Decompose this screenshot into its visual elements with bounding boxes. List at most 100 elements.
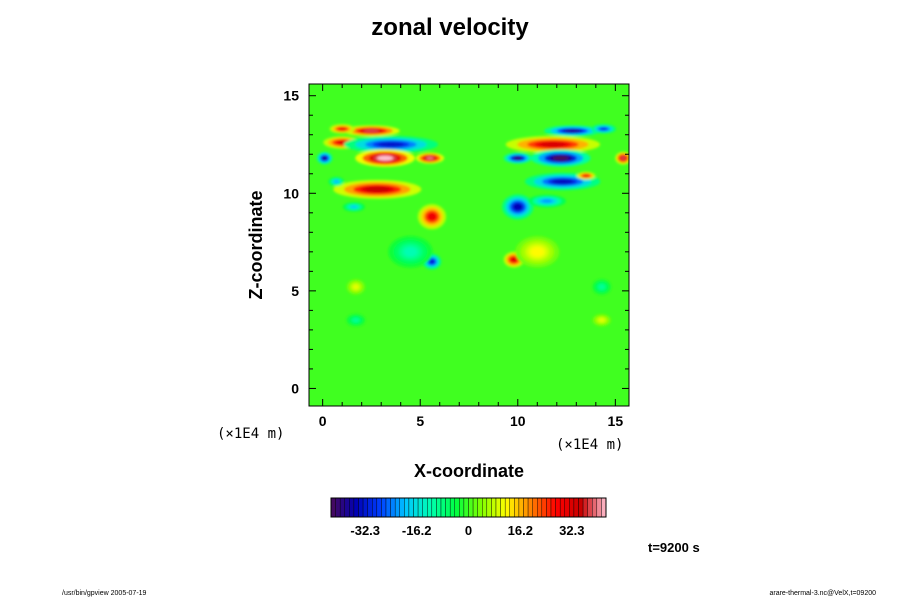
x-tick-label: 15 bbox=[608, 413, 624, 429]
velocity-cell bbox=[502, 194, 534, 220]
colorbar-band bbox=[559, 497, 565, 518]
velocity-cell bbox=[530, 149, 591, 167]
colorbar-band bbox=[463, 497, 469, 518]
y-tick-label: 15 bbox=[283, 88, 299, 104]
colorbar-band bbox=[344, 497, 350, 518]
colorbar-band bbox=[587, 497, 593, 518]
colorbar-band bbox=[358, 497, 364, 518]
colorbar-tick-label: -32.3 bbox=[350, 523, 380, 538]
velocity-contour bbox=[322, 156, 327, 160]
colorbar-band bbox=[518, 497, 524, 518]
colorbar-band bbox=[500, 497, 506, 518]
colorbar-band bbox=[436, 497, 442, 518]
velocity-cell bbox=[355, 149, 415, 167]
velocity-contour bbox=[621, 156, 626, 160]
velocity-contour bbox=[338, 127, 346, 131]
colorbar-tick-label: 16.2 bbox=[508, 523, 533, 538]
colorbar-band bbox=[541, 497, 547, 518]
colorbar-tick-label: 0 bbox=[465, 523, 472, 538]
colorbar-band bbox=[504, 497, 510, 518]
colorbar-band bbox=[431, 497, 437, 518]
x-tick-label: 0 bbox=[319, 413, 327, 429]
colorbar-band bbox=[477, 497, 483, 518]
x-tick-label: 10 bbox=[510, 413, 526, 429]
footer-source: arare-thermal-3.nc@VelX,t=09200 bbox=[769, 590, 876, 597]
velocity-cell bbox=[333, 179, 422, 199]
velocity-contour bbox=[564, 129, 581, 133]
colorbar-band bbox=[404, 497, 410, 518]
colorbar-band bbox=[459, 497, 465, 518]
colorbar-band bbox=[449, 497, 455, 518]
velocity-cell bbox=[505, 135, 601, 154]
colorbar-band bbox=[514, 497, 520, 518]
velocity-cell bbox=[515, 236, 560, 268]
colorbar-band bbox=[573, 497, 579, 518]
velocity-cell bbox=[346, 313, 366, 327]
footer-command: /usr/bin/gpview 2005-07-19 bbox=[62, 590, 147, 597]
velocity-contour bbox=[599, 318, 605, 322]
velocity-contour bbox=[513, 156, 522, 160]
colorbar-band bbox=[472, 497, 478, 518]
colorbar-band bbox=[596, 497, 602, 518]
colorbar-band bbox=[454, 497, 460, 518]
x-axis-unit: (×1E4 m) bbox=[556, 437, 623, 453]
velocity-cell bbox=[417, 204, 447, 230]
colorbar-band bbox=[555, 497, 561, 518]
colorbar-band bbox=[330, 497, 336, 518]
velocity-cell bbox=[528, 194, 566, 208]
colorbar-band bbox=[468, 497, 474, 518]
y-tick-label: 0 bbox=[291, 380, 299, 396]
velocity-cell bbox=[415, 152, 445, 164]
velocity-contour bbox=[378, 142, 404, 147]
colorbar-band bbox=[394, 497, 400, 518]
velocity-cell bbox=[342, 202, 365, 212]
colorbar-tick-label: 32.3 bbox=[559, 523, 584, 538]
velocity-cell bbox=[388, 236, 433, 268]
colorbar-band bbox=[445, 497, 451, 518]
velocity-cell bbox=[346, 279, 366, 295]
velocity-cell bbox=[343, 135, 439, 154]
velocity-cell bbox=[544, 125, 601, 137]
colorbar-band bbox=[592, 497, 598, 518]
colorbar-band bbox=[417, 497, 423, 518]
time-label: t=9200 s bbox=[648, 540, 700, 555]
velocity-contour bbox=[426, 156, 434, 160]
colorbar-band bbox=[353, 497, 359, 518]
velocity-cell bbox=[615, 151, 629, 165]
colorbar-band bbox=[550, 497, 556, 518]
colorbar-band bbox=[390, 497, 396, 518]
velocity-contour bbox=[541, 199, 553, 203]
velocity-contour bbox=[404, 247, 417, 257]
colorbar-band bbox=[601, 497, 607, 518]
velocity-contour bbox=[600, 127, 608, 131]
velocity-contour bbox=[353, 318, 359, 322]
colorbar-band bbox=[349, 497, 355, 518]
colorbar-band bbox=[482, 497, 488, 518]
colorbar-band bbox=[422, 497, 428, 518]
velocity-contour bbox=[599, 284, 605, 290]
x-axis-title: X-coordinate bbox=[414, 461, 524, 481]
velocity-contour bbox=[350, 205, 357, 209]
colorbar-band bbox=[372, 497, 378, 518]
colorbar-band bbox=[385, 497, 391, 518]
colorbar-band bbox=[582, 497, 588, 518]
colorbar-band bbox=[527, 497, 533, 518]
velocity-contour bbox=[513, 203, 523, 211]
y-axis-title: Z-coordinate bbox=[246, 190, 266, 299]
velocity-contour bbox=[583, 174, 589, 177]
velocity-contour bbox=[363, 129, 380, 133]
velocity-contour bbox=[376, 155, 394, 161]
colorbar-band bbox=[564, 497, 570, 518]
colorbar-band bbox=[376, 497, 382, 518]
colorbar-band bbox=[486, 497, 492, 518]
velocity-cell bbox=[343, 125, 400, 137]
velocity-contour bbox=[353, 284, 359, 290]
y-tick-label: 10 bbox=[283, 185, 299, 201]
colorbar-band bbox=[335, 497, 341, 518]
chart-title: zonal velocity bbox=[371, 14, 529, 41]
colorbar-band bbox=[532, 497, 538, 518]
velocity-contour bbox=[511, 257, 517, 262]
colorbar-band bbox=[491, 497, 497, 518]
colorbar-band bbox=[509, 497, 515, 518]
